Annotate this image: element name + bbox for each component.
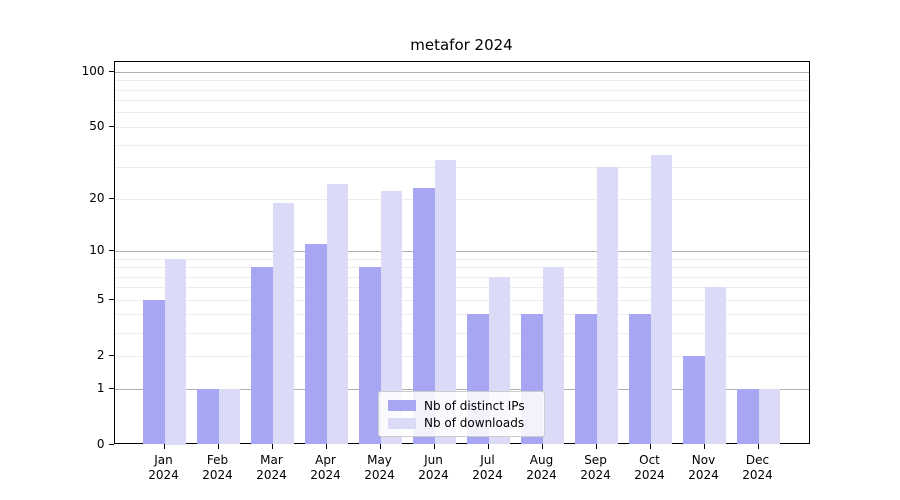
bar-downloads-nov	[704, 287, 726, 445]
y-axis-tick	[108, 125, 114, 127]
y-axis-tick	[108, 70, 114, 72]
x-axis-tick	[595, 443, 597, 449]
x-axis-tick-label: Mar 2024	[256, 452, 287, 482]
x-axis-tick-label: Feb 2024	[202, 452, 233, 482]
gridline-minor	[114, 276, 809, 278]
bar-downloads-apr	[326, 184, 348, 445]
x-axis-tick-label: Nov 2024	[688, 452, 719, 482]
x-axis-tick-label: Oct 2024	[634, 452, 665, 482]
bar-downloads-dec	[758, 388, 780, 445]
bar-distinct-ips-may	[359, 267, 381, 445]
x-axis-tick	[757, 443, 759, 449]
bar-distinct-ips-jun	[413, 187, 435, 445]
x-axis-tick	[541, 443, 543, 449]
x-axis-tick-label: Jul 2024	[472, 452, 503, 482]
gridline-minor	[114, 112, 809, 114]
bar-downloads-aug	[542, 267, 564, 445]
y-axis-tick-label: 20	[89, 190, 105, 205]
gridline-minor	[114, 198, 809, 200]
x-axis-tick	[433, 443, 435, 449]
x-axis-tick-label: Dec 2024	[742, 452, 773, 482]
bar-downloads-jun	[434, 159, 456, 445]
y-axis-tick-label: 50	[89, 118, 105, 133]
x-axis-tick	[217, 443, 219, 449]
y-axis-tick	[108, 387, 114, 389]
y-axis-tick	[108, 249, 114, 251]
gridline-minor	[114, 267, 809, 268]
gridline-minor	[114, 167, 809, 169]
bar-downloads-may	[380, 191, 402, 445]
x-axis-tick	[649, 443, 651, 449]
x-axis-tick-label: Jun 2024	[418, 452, 449, 482]
y-axis-tick-label: 10	[89, 242, 105, 257]
y-axis-tick-label: 100	[81, 63, 105, 78]
y-axis-tick-label: 0	[96, 436, 105, 451]
y-axis-tick	[108, 298, 114, 300]
legend-label-distinct-ips: Nb of distinct IPs	[424, 398, 525, 413]
x-axis-tick	[379, 443, 381, 449]
x-axis-tick	[163, 443, 165, 449]
legend-label-downloads: Nb of downloads	[424, 416, 525, 431]
bar-distinct-ips-nov	[683, 355, 705, 445]
y-axis-tick	[108, 197, 114, 199]
bar-downloads-feb	[218, 388, 240, 445]
x-axis-tick-label: Apr 2024	[310, 452, 341, 482]
gridline-minor	[114, 89, 809, 91]
bar-distinct-ips-feb	[197, 388, 219, 445]
bar-downloads-jan	[164, 258, 186, 445]
gridline-minor	[114, 299, 809, 301]
y-axis-tick-label: 5	[96, 291, 105, 306]
gridline-minor	[114, 332, 809, 334]
bar-distinct-ips-dec	[737, 388, 759, 445]
legend-entry-distinct-ips: Nb of distinct IPs	[388, 397, 535, 415]
gridline-major	[114, 71, 809, 73]
bar-distinct-ips-apr	[305, 243, 327, 445]
gridline-minor	[114, 126, 809, 128]
x-axis-tick	[271, 443, 273, 449]
gridline-minor	[114, 314, 809, 316]
x-axis-tick	[325, 443, 327, 449]
x-axis-tick-label: Jan 2024	[148, 452, 179, 482]
gridline-minor	[114, 100, 809, 102]
gridline-minor	[114, 80, 809, 82]
gridline-minor	[114, 258, 809, 260]
gridline-major	[114, 250, 809, 252]
y-axis-tick-label: 1	[96, 380, 105, 395]
plot-area	[113, 61, 810, 445]
x-axis-tick-label: Aug 2024	[526, 452, 557, 482]
x-axis-tick-label: Sep 2024	[580, 452, 611, 482]
chart-title: metafor 2024	[410, 36, 513, 54]
gridline-minor	[114, 355, 809, 357]
gridline-major	[114, 388, 809, 390]
bar-distinct-ips-jan	[143, 299, 165, 445]
y-axis-tick-label: 2	[96, 347, 105, 362]
legend-swatch-distinct-ips	[388, 400, 416, 412]
bar-distinct-ips-oct	[629, 314, 651, 445]
bar-distinct-ips-sep	[575, 314, 597, 445]
y-axis-tick	[108, 443, 114, 445]
y-axis-tick	[108, 354, 114, 356]
x-axis-tick-label: May 2024	[364, 452, 395, 482]
gridline-minor	[114, 144, 809, 146]
bar-downloads-oct	[650, 155, 672, 445]
x-axis-tick	[487, 443, 489, 449]
bar-downloads-sep	[596, 167, 618, 445]
legend-swatch-downloads	[388, 417, 416, 429]
bar-distinct-ips-mar	[251, 267, 273, 445]
bar-downloads-mar	[272, 202, 294, 445]
gridline-minor	[114, 287, 809, 289]
x-axis-tick	[703, 443, 705, 449]
legend: Nb of distinct IPs Nb of downloads	[378, 391, 545, 437]
legend-entry-downloads: Nb of downloads	[388, 415, 535, 433]
